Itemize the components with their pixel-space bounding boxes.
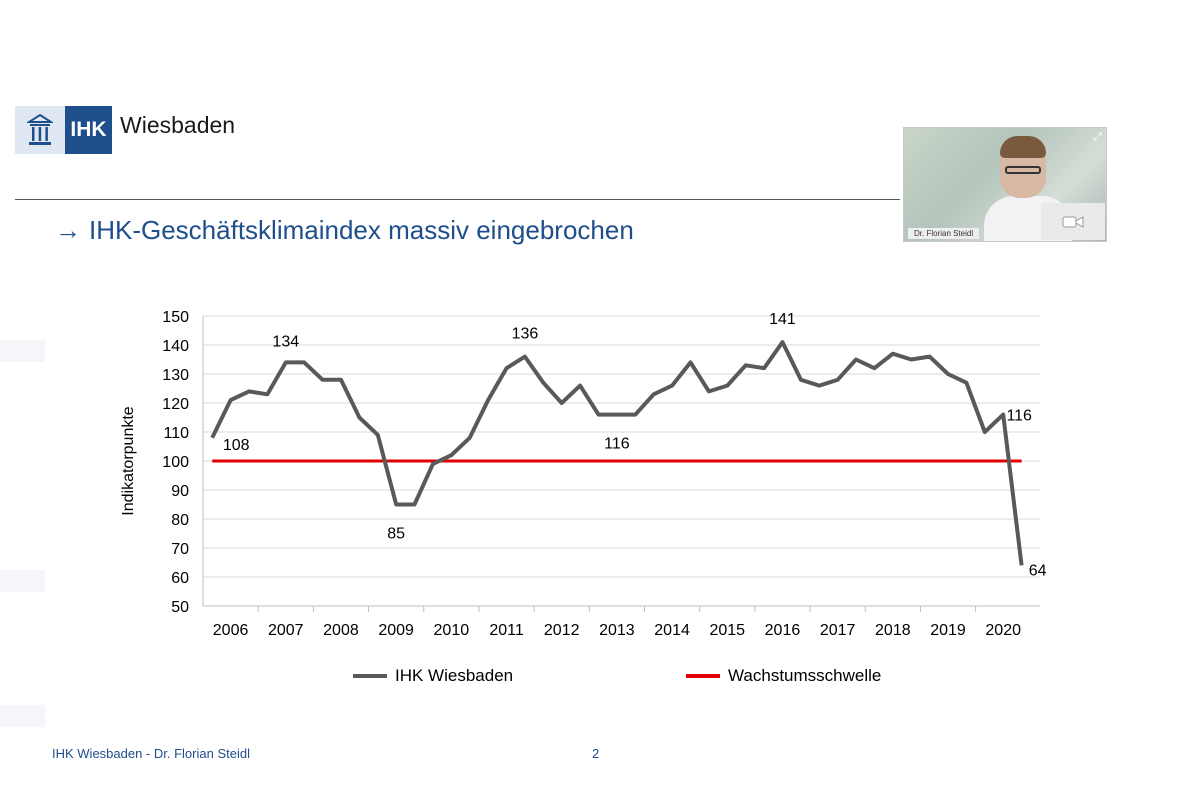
x-tick-label: 2009: [378, 622, 414, 639]
y-tick-label: 150: [162, 309, 189, 326]
y-tick-label: 80: [171, 512, 189, 529]
background-shape: [0, 340, 45, 362]
y-tick-label: 60: [171, 570, 189, 587]
participant-hair: [1000, 136, 1046, 158]
data-label: 116: [604, 436, 630, 453]
x-tick-label: 2018: [875, 622, 911, 639]
logo-city-text: Wiesbaden: [120, 112, 236, 138]
legend-item-threshold: Wachstumsschwelle: [686, 666, 881, 686]
header-divider: [15, 199, 900, 200]
page-number: 2: [592, 746, 600, 761]
data-label: 108: [223, 437, 250, 454]
x-tick-label: 2016: [765, 622, 801, 639]
legend-swatch-threshold: [686, 674, 720, 678]
camera-button[interactable]: [1041, 203, 1105, 240]
participant-name: Dr. Florian Steidl: [908, 228, 980, 239]
y-tick-label: 120: [162, 396, 189, 413]
background-shape: [0, 570, 45, 592]
x-tick-label: 2014: [654, 622, 690, 639]
building-icon: [15, 106, 65, 154]
x-tick-label: 2017: [820, 622, 856, 639]
y-tick-label: 140: [162, 338, 189, 355]
footer-text: IHK Wiesbaden - Dr. Florian Steidl: [52, 746, 250, 761]
data-label: 85: [387, 526, 405, 543]
video-tile[interactable]: ⤢ Dr. Florian Steidl: [903, 127, 1107, 242]
x-tick-label: 2012: [544, 622, 580, 639]
y-tick-label: 100: [162, 454, 189, 471]
x-tick-label: 2010: [434, 622, 470, 639]
arrow-right-icon: →: [55, 215, 81, 245]
data-label: 141: [769, 311, 796, 328]
slide-title-text: IHK-Geschäftsklimaindex massiv eingebroc…: [89, 215, 634, 245]
data-label: 64: [1029, 562, 1047, 579]
x-tick-label: 2015: [709, 622, 745, 639]
data-label: 116: [1006, 408, 1032, 425]
x-tick-label: 2011: [489, 622, 524, 639]
data-label: 136: [512, 326, 539, 343]
logo-ihk-text: IHK: [65, 106, 112, 154]
x-tick-label: 2007: [268, 622, 304, 639]
y-tick-label: 70: [171, 541, 189, 558]
ihk-logo: IHK: [15, 106, 112, 154]
series-line-ihk: [210, 340, 1024, 566]
y-tick-label: 110: [163, 425, 189, 442]
x-tick-label: 2013: [599, 622, 635, 639]
glasses-shape: [1005, 166, 1041, 174]
y-tick-label: 50: [171, 599, 189, 616]
y-axis-label: Indikatorpunkte: [120, 406, 137, 516]
y-tick-label: 90: [171, 483, 189, 500]
slide-title: → IHK-Geschäftsklimaindex massiv eingebr…: [55, 215, 634, 246]
legend-item-ihk: IHK Wiesbaden: [353, 666, 513, 686]
camera-icon: [1062, 215, 1084, 228]
x-tick-label: 2006: [213, 622, 249, 639]
x-tick-label: 2008: [323, 622, 359, 639]
legend-label-ihk: IHK Wiesbaden: [395, 666, 514, 685]
x-tick-label: 2019: [930, 622, 966, 639]
x-tick-label: 2020: [985, 622, 1021, 639]
data-label: 134: [272, 333, 299, 350]
y-tick-label: 130: [162, 367, 189, 384]
background-shape: [0, 705, 45, 727]
legend-swatch-ihk: [353, 674, 387, 678]
legend-label-threshold: Wachstumsschwelle: [728, 666, 882, 685]
expand-icon[interactable]: ⤢: [1093, 131, 1102, 143]
